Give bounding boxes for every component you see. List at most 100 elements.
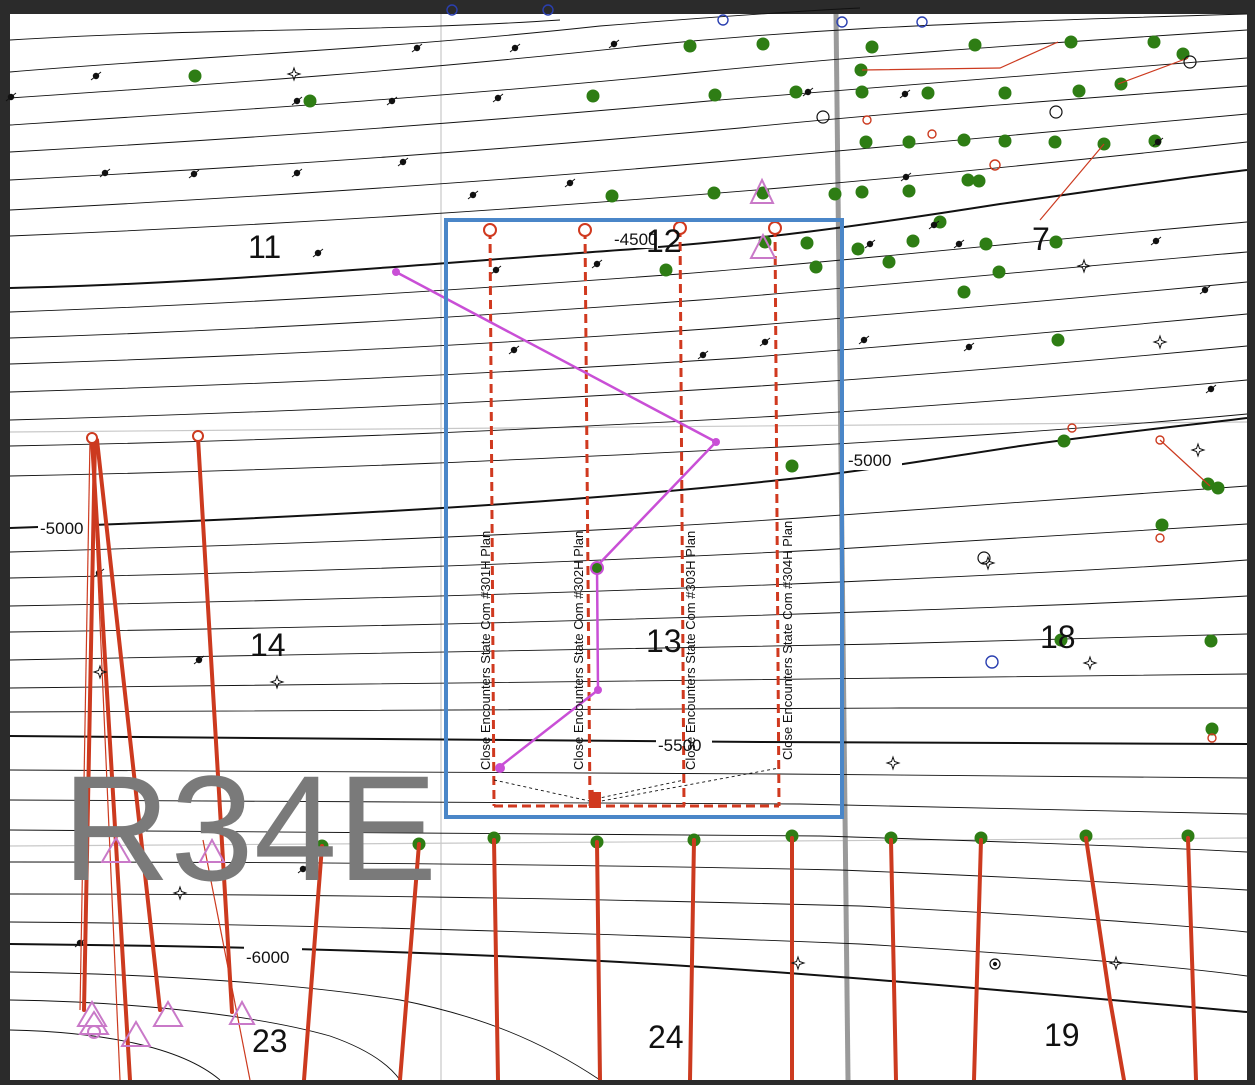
producing-wells (188, 35, 1225, 853)
dry-hole-symbol (790, 955, 806, 971)
other-well-tick (193, 655, 205, 665)
range-label: R34E (62, 744, 437, 912)
producing-well (605, 189, 619, 203)
pilot-stations (392, 268, 720, 773)
other-well-tick (953, 239, 965, 249)
other-well-tick (900, 172, 912, 182)
dry-hole-symbol (1108, 955, 1124, 971)
other-well-tick (564, 178, 576, 188)
producing-well (756, 37, 770, 51)
dry-hole-symbol (286, 66, 302, 82)
map-canvas (10, 14, 1247, 1080)
producing-well (884, 831, 898, 845)
unit-boundary[interactable] (444, 218, 844, 819)
section-label: 14 (250, 627, 286, 663)
other-well-tick (397, 157, 409, 167)
red-well-symbols (862, 115, 1217, 743)
dry-hole-symbol (1082, 655, 1098, 671)
producing-well (1155, 518, 1169, 532)
other-well-tick (490, 265, 502, 275)
other-well-tick (291, 96, 303, 106)
producing-well (957, 133, 971, 147)
producing-well (1054, 633, 1068, 647)
producing-well (865, 40, 879, 54)
producing-well (487, 831, 501, 845)
producing-well (854, 63, 868, 77)
section-label: 7 (1032, 221, 1050, 257)
dry-hole-symbol (980, 555, 996, 571)
other-well-tick (99, 168, 111, 178)
other-well-tick (864, 239, 876, 249)
contour-label: -4500 (614, 230, 657, 249)
contour-labels: -4500 -5000 -5000 -5500 -6000 (40, 230, 891, 967)
producing-well (800, 236, 814, 250)
other-well-tick (759, 337, 771, 347)
other-wells (5, 39, 1217, 948)
producing-well (789, 85, 803, 99)
other-well-tick (509, 43, 521, 53)
other-well-tick (411, 43, 423, 53)
other-well-tick (188, 169, 200, 179)
misc-well-symbols (816, 55, 1197, 970)
producing-well (785, 459, 799, 473)
well-plan-label[interactable]: Close Encounters State Com #303H Plan (683, 531, 698, 770)
dry-hole-symbol (1076, 258, 1092, 274)
well-plan-label[interactable]: Close Encounters State Com #301H Plan (478, 531, 493, 770)
other-well-tick (1152, 137, 1164, 147)
section-label: 12 (646, 223, 682, 259)
producing-well (188, 69, 202, 83)
producing-well (992, 265, 1006, 279)
producing-well (906, 234, 920, 248)
other-well-tick (492, 93, 504, 103)
dry-hole-symbol (172, 885, 188, 901)
other-well-tick (858, 335, 870, 345)
pad-lines (493, 767, 780, 803)
producing-well (882, 255, 896, 269)
producing-well (1205, 722, 1219, 736)
producing-well (921, 86, 935, 100)
dry-hole-symbol (92, 664, 108, 680)
section-label: 13 (646, 623, 682, 659)
other-well-tick (312, 248, 324, 258)
producing-well (303, 94, 317, 108)
contour-label: -5500 (658, 736, 701, 755)
producing-well (998, 86, 1012, 100)
existing-laterals (82, 436, 1198, 1082)
producing-well (968, 38, 982, 52)
producing-well (1051, 333, 1065, 347)
producing-well (1147, 35, 1161, 49)
dry-hole-symbol (269, 674, 285, 690)
section-label: 19 (1044, 1017, 1080, 1053)
producing-well (961, 173, 975, 187)
producing-well (1048, 135, 1062, 149)
producing-well (974, 831, 988, 845)
producing-well (1181, 829, 1195, 843)
other-well-tick (1205, 384, 1217, 394)
producing-well (979, 237, 993, 251)
thin-laterals (79, 41, 1211, 1081)
producing-well (1211, 481, 1225, 495)
section-label: 11 (248, 229, 281, 265)
other-well-tick (291, 168, 303, 178)
producing-well (708, 88, 722, 102)
producing-well (809, 260, 823, 274)
existing-lateral-heads (86, 430, 204, 444)
producing-well (1064, 35, 1078, 49)
well-plan-label[interactable]: Close Encounters State Com #302H Plan (571, 531, 586, 770)
other-well-tick (899, 89, 911, 99)
producing-well (1114, 77, 1128, 91)
surface-pad (589, 792, 601, 808)
section-labels: 11 12 7 14 13 18 23 24 19 (248, 221, 1080, 1059)
producing-well (1204, 634, 1218, 648)
producing-well (902, 135, 916, 149)
producing-well (659, 263, 673, 277)
other-well-tick (591, 259, 603, 269)
other-well-tick (5, 92, 17, 102)
other-well-tick (74, 938, 86, 948)
well-plan-label[interactable]: Close Encounters State Com #304H Plan (780, 521, 795, 760)
producing-well (707, 186, 721, 200)
other-well-tick (802, 87, 814, 97)
contour-label: -5000 (848, 451, 891, 470)
